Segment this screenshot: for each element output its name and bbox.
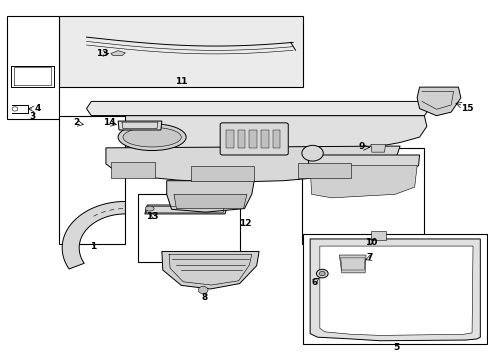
Polygon shape (339, 255, 366, 273)
Text: 3: 3 (30, 112, 36, 121)
Text: 7: 7 (366, 253, 372, 262)
Polygon shape (416, 87, 460, 116)
Text: 5: 5 (392, 343, 399, 352)
Bar (7, 16, 59, 119)
Text: 4: 4 (34, 104, 41, 113)
Circle shape (319, 271, 325, 276)
Bar (297, 163, 351, 178)
Bar (59, 16, 302, 87)
Polygon shape (89, 116, 426, 157)
Polygon shape (86, 102, 428, 116)
Polygon shape (174, 194, 246, 208)
Text: 8: 8 (201, 293, 207, 302)
Polygon shape (106, 146, 399, 182)
Bar (137, 194, 239, 262)
Bar (237, 130, 245, 148)
Circle shape (12, 107, 18, 111)
Text: 14: 14 (103, 118, 115, 127)
Text: 1: 1 (89, 242, 96, 251)
Polygon shape (144, 205, 227, 214)
Text: 10: 10 (364, 238, 376, 247)
Bar (59, 116, 125, 244)
Bar (249, 130, 257, 148)
Text: 13: 13 (145, 212, 158, 221)
Bar (225, 130, 233, 148)
Text: 6: 6 (311, 278, 318, 287)
FancyBboxPatch shape (220, 123, 287, 155)
Text: 15: 15 (460, 104, 472, 113)
Polygon shape (307, 155, 419, 180)
Text: 11: 11 (175, 77, 187, 86)
Polygon shape (118, 121, 162, 130)
Bar (261, 130, 268, 148)
Polygon shape (62, 202, 125, 269)
Circle shape (301, 145, 323, 161)
Ellipse shape (118, 124, 186, 150)
Bar (272, 130, 280, 148)
Polygon shape (309, 239, 479, 341)
Text: 2: 2 (74, 118, 80, 127)
Polygon shape (162, 251, 259, 289)
Bar (301, 148, 424, 244)
Polygon shape (111, 51, 125, 56)
Ellipse shape (145, 206, 154, 211)
Ellipse shape (122, 127, 181, 147)
Text: 12: 12 (239, 219, 251, 228)
Polygon shape (309, 166, 416, 198)
Bar (111, 162, 154, 178)
Bar (191, 166, 254, 181)
Circle shape (198, 287, 207, 294)
Polygon shape (370, 144, 385, 152)
Text: 9: 9 (358, 142, 365, 151)
Bar (302, 234, 486, 344)
Bar (370, 231, 385, 240)
Circle shape (316, 269, 327, 278)
Polygon shape (319, 246, 472, 336)
Text: 13: 13 (96, 49, 108, 58)
Polygon shape (166, 181, 254, 212)
